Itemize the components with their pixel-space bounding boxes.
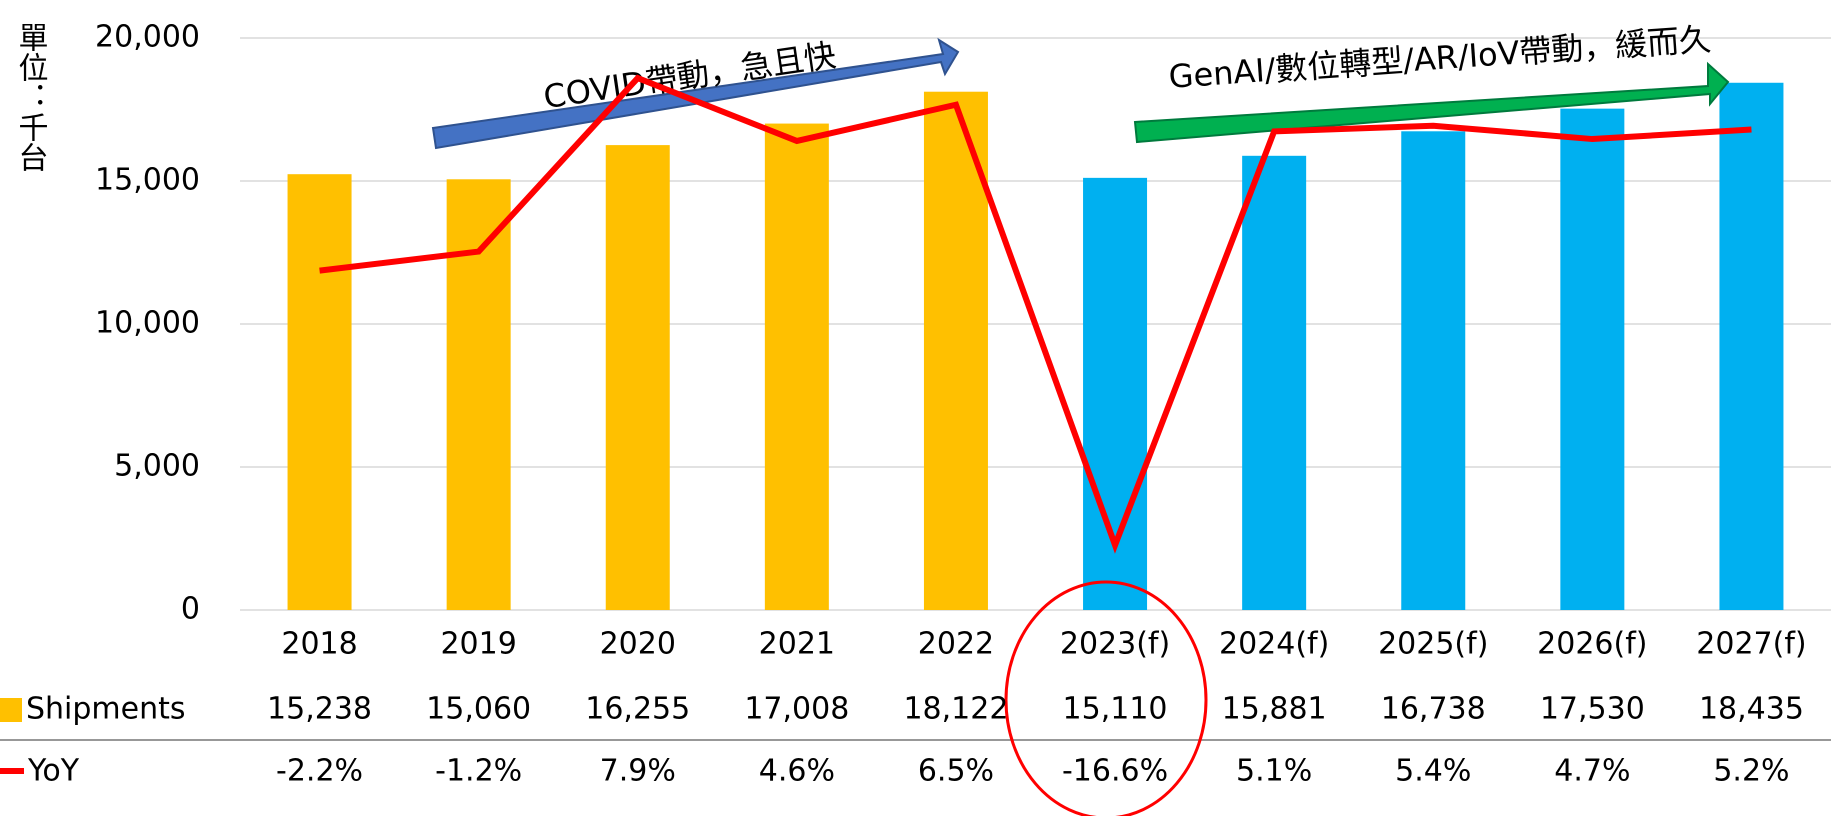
- y-tick-label: 15,000: [95, 163, 200, 198]
- table-value: -2.2%: [276, 754, 363, 789]
- genai-arrow: [1133, 61, 1730, 144]
- legend-label: YoY: [27, 754, 80, 789]
- table-value: 17,008: [744, 692, 849, 727]
- x-tick-label: 2023(f): [1060, 627, 1170, 662]
- table-value: 6.5%: [918, 754, 994, 789]
- bar: [1401, 131, 1466, 610]
- table-value: 17,530: [1540, 692, 1645, 727]
- table-value: 4.7%: [1554, 754, 1630, 789]
- table-value: 18,435: [1699, 692, 1804, 727]
- table-value: 16,738: [1381, 692, 1486, 727]
- table-value: 4.6%: [759, 754, 835, 789]
- bars: [287, 82, 1784, 610]
- bar: [1242, 155, 1307, 610]
- bar: [287, 174, 352, 610]
- x-tick-label: 2018: [281, 627, 357, 662]
- x-tick-label: 2027(f): [1696, 627, 1806, 662]
- legend-label: Shipments: [26, 692, 186, 727]
- table-value: -1.2%: [435, 754, 522, 789]
- x-tick-label: 2025(f): [1378, 627, 1488, 662]
- table-value: 5.1%: [1236, 754, 1312, 789]
- table-value: 15,881: [1222, 692, 1327, 727]
- bar: [923, 91, 988, 610]
- table-value: 15,110: [1063, 692, 1168, 727]
- y-axis-label: 單位：千台: [13, 22, 48, 172]
- bar: [605, 145, 670, 610]
- y-tick-label: 0: [181, 592, 200, 627]
- table-value: 16,255: [585, 692, 690, 727]
- table-value: 18,122: [903, 692, 1008, 727]
- table-value: 5.2%: [1713, 754, 1789, 789]
- bar: [764, 123, 829, 610]
- bar: [446, 179, 511, 610]
- bar: [1560, 108, 1625, 610]
- table-value: 5.4%: [1395, 754, 1471, 789]
- x-tick-label: 2019: [440, 627, 516, 662]
- bar: [1719, 82, 1784, 610]
- yoy-line: [319, 74, 1752, 554]
- covid-arrow: [431, 37, 960, 150]
- x-tick-label: 2022: [918, 627, 994, 662]
- x-tick-label: 2021: [759, 627, 835, 662]
- annotation: GenAI/數位轉型/AR/IoV帶動，緩而久: [1167, 20, 1712, 96]
- legend-swatch: [0, 698, 22, 722]
- highlight-circle: [1004, 580, 1208, 816]
- y-tick-label: 5,000: [114, 449, 200, 484]
- table-value: -16.6%: [1062, 754, 1168, 789]
- y-tick-label: 20,000: [95, 20, 200, 55]
- table-value: 7.9%: [600, 754, 676, 789]
- table-value: 15,060: [426, 692, 531, 727]
- y-tick-label: 10,000: [95, 306, 200, 341]
- x-tick-label: 2026(f): [1537, 627, 1647, 662]
- table-value: 15,238: [267, 692, 372, 727]
- x-tick-label: 2020: [600, 627, 676, 662]
- x-tick-label: 2024(f): [1219, 627, 1329, 662]
